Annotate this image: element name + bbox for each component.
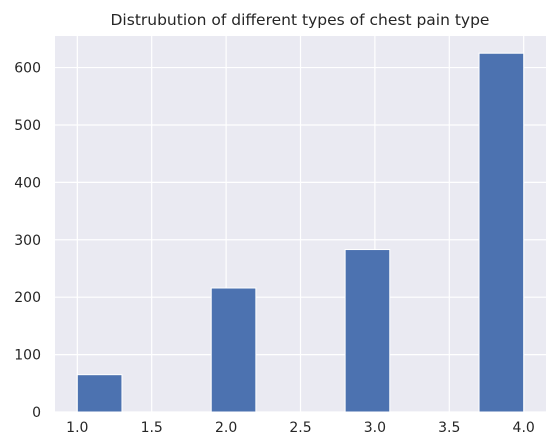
y-tick-label: 100 — [14, 348, 41, 364]
histogram-bar — [344, 249, 391, 413]
y-tick-label: 0 — [32, 405, 41, 421]
y-tick-label: 300 — [14, 233, 41, 249]
x-tick-label: 3.5 — [438, 420, 460, 436]
x-tick-labels: 1.0 1.5 2.0 2.5 3.0 3.5 4.0 — [66, 420, 535, 436]
y-tick-label: 600 — [14, 61, 41, 77]
histogram-bar — [210, 287, 257, 413]
histogram-bar — [478, 52, 525, 413]
x-tick-label: 3.0 — [364, 420, 386, 436]
grid-lines — [55, 36, 546, 413]
x-tick-label: 2.0 — [215, 420, 237, 436]
y-tick-label: 500 — [14, 118, 41, 134]
x-tick-label: 1.0 — [66, 420, 88, 436]
x-tick-label: 2.5 — [289, 420, 311, 436]
chart-title: Distrubution of different types of chest… — [111, 11, 490, 29]
bars-group — [76, 52, 525, 413]
x-tick-label: 4.0 — [513, 420, 535, 436]
histogram-bar — [76, 374, 123, 413]
y-tick-label: 200 — [14, 290, 41, 306]
x-tick-label: 1.5 — [141, 420, 163, 436]
y-tick-labels: 0 100 200 300 400 500 600 — [14, 61, 41, 421]
y-tick-label: 400 — [14, 175, 41, 191]
